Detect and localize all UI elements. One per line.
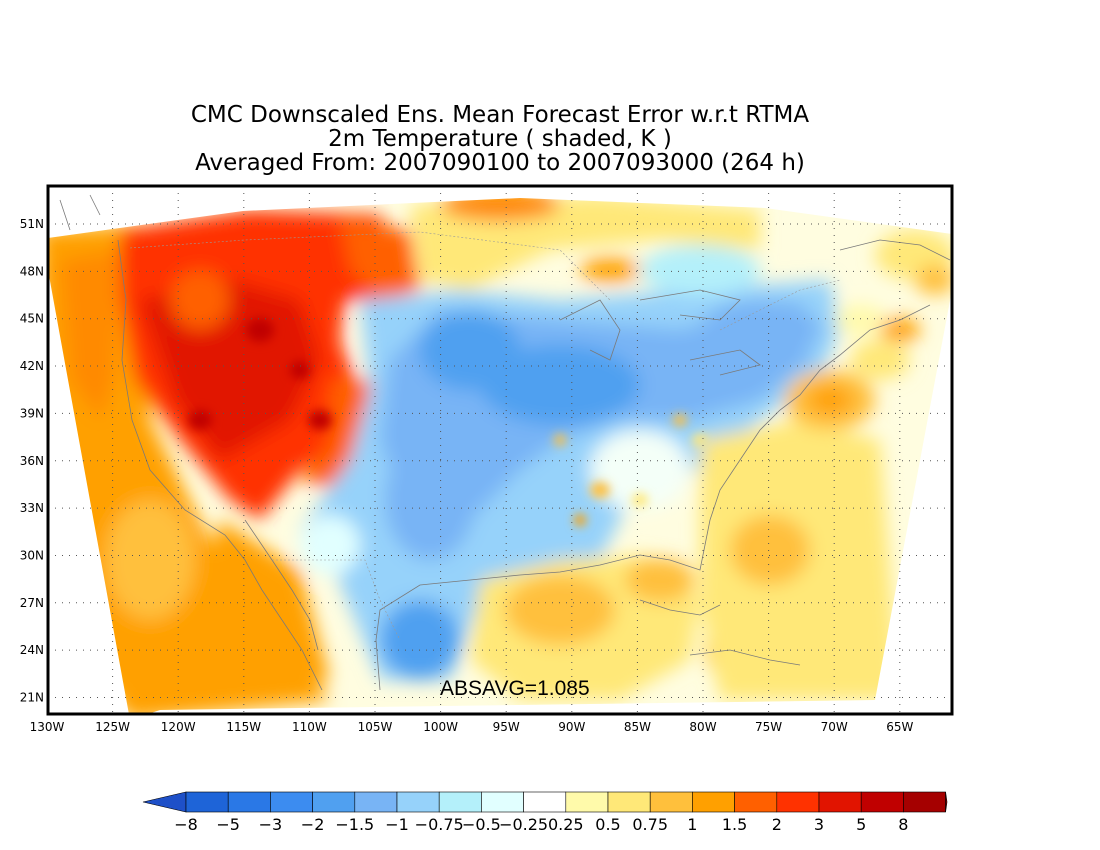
colorbar-label: −8 [174, 815, 198, 834]
colorbar-label: 0.75 [632, 815, 668, 834]
colorbar-segment [227, 791, 271, 813]
colorbar-segment [903, 791, 946, 813]
colorbar-segment [396, 791, 440, 813]
colorbar-label: 0.25 [548, 815, 584, 834]
colorbar-segment [270, 791, 313, 813]
title-line-2: 2m Temperature ( shaded, K ) [328, 126, 672, 152]
colorbar-label: 2 [772, 815, 782, 834]
colorbar-label: −0.5 [462, 815, 501, 834]
colorbar-segment [354, 791, 398, 813]
colorbar-segment [776, 791, 820, 813]
colorbar-high-arrow [945, 791, 948, 813]
lat-label: 45N [20, 312, 44, 326]
lon-label: 90W [558, 720, 585, 734]
colorbar-segment [185, 791, 229, 813]
colorbar-segment [734, 791, 778, 813]
colorbar-label: 1.5 [722, 815, 747, 834]
lon-label: 100W [423, 720, 458, 734]
lat-label: 48N [20, 264, 44, 278]
colorbar-segment [438, 791, 482, 813]
lon-label: 115W [226, 720, 261, 734]
lat-label: 42N [20, 359, 44, 373]
colorbar-label: −0.75 [415, 815, 464, 834]
colorbar-segment [523, 791, 567, 813]
lat-label: 27N [20, 596, 44, 610]
lon-label: 125W [95, 720, 130, 734]
colorbar-segment [692, 791, 735, 813]
title-line-3: Averaged From: 2007090100 to 2007093000 … [195, 150, 805, 176]
lon-label: 105W [358, 720, 393, 734]
lat-label: 24N [20, 643, 44, 657]
colorbar-label: 1 [687, 815, 697, 834]
political-boundaries [129, 231, 841, 641]
title-line-1: CMC Downscaled Ens. Mean Forecast Error … [190, 102, 810, 128]
lon-label: 65W [886, 720, 913, 734]
lon-label: 110W [292, 720, 327, 734]
colorbar-label: 0.5 [595, 815, 620, 834]
colorbar [142, 791, 948, 813]
colorbar-label: −1 [385, 815, 409, 834]
coastlines [59, 194, 951, 691]
lat-label: 39N [20, 406, 44, 420]
absavg-label: ABSAVG=1.085 [440, 677, 590, 700]
lon-label: 130W [30, 720, 65, 734]
lon-label: 80W [689, 720, 716, 734]
colorbar-label: 3 [814, 815, 824, 834]
colorbar-label: −5 [216, 815, 240, 834]
lon-label: 75W [755, 720, 782, 734]
colorbar-label: −3 [259, 815, 283, 834]
temperature-error-field [48, 186, 952, 714]
colorbar-low-arrow [142, 791, 187, 813]
colorbar-label: −1.5 [335, 815, 374, 834]
colorbar-segment [481, 791, 524, 813]
colorbar-segment [312, 791, 356, 813]
colorbar-labels: −8 −5 −3 −2 −1.5 −1 −0.75−0.5−0.25 0.25 0.5 0.75 1… [174, 815, 908, 834]
lon-label: 70W [821, 720, 848, 734]
lon-label: 120W [161, 720, 196, 734]
colorbar-segment [818, 791, 862, 813]
colorbar-label: −2 [301, 815, 325, 834]
colorbar-segment [649, 791, 693, 813]
lon-label: 95W [493, 720, 520, 734]
colorbar-segment [607, 791, 651, 813]
colorbar-segment [860, 791, 904, 813]
colorbar-label: −0.25 [499, 815, 548, 834]
lat-label: 21N [20, 691, 44, 705]
colorbar-label: 8 [898, 815, 908, 834]
longitude-labels: 130W 125W 120W 115W 110W 105W 100W 95W 90W 85W 80W… [30, 720, 914, 734]
colorbar-segment [565, 791, 609, 813]
lat-label: 51N [20, 217, 44, 231]
lat-label: 30N [20, 548, 44, 562]
lat-label: 33N [20, 501, 44, 515]
map-frame [46, 184, 954, 716]
latitude-labels: 51N 48N 45N 42N 39N 36N 33N 30N 27N 24N 21N [20, 217, 44, 705]
lat-label: 36N [20, 454, 44, 468]
lon-label: 85W [624, 720, 651, 734]
colorbar-label: 5 [856, 815, 866, 834]
